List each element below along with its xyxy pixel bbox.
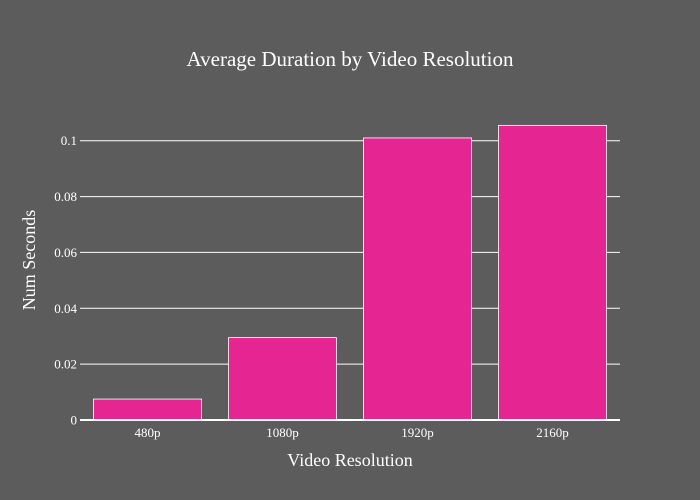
bar-1080p — [228, 337, 337, 421]
x-tick-label: 1080p — [266, 425, 299, 440]
x-tick-label: 2160p — [536, 425, 569, 440]
bar-480p — [93, 398, 202, 421]
x-tick-label: 480p — [135, 425, 161, 440]
y-tick-label: 0.08 — [54, 189, 77, 204]
bar-1920p — [363, 137, 472, 421]
y-tick-label: 0.04 — [54, 301, 77, 316]
bar-2160p — [498, 124, 607, 421]
x-axis-ticks: 480p 1080p 1920p 2160p — [135, 425, 569, 440]
y-tick-label: 0.06 — [54, 245, 77, 260]
y-tick-label: 0.02 — [54, 357, 77, 372]
y-axis-title: Num Seconds — [19, 210, 39, 311]
y-tick-label: 0 — [71, 413, 78, 428]
bar-layer — [80, 124, 620, 421]
x-tick-label: 1920p — [401, 425, 434, 440]
y-axis-ticks: 0 0.02 0.04 0.06 0.08 0.1 — [54, 133, 77, 427]
x-axis-title: Video Resolution — [287, 450, 412, 470]
y-tick-label: 0.1 — [61, 133, 77, 148]
chart-title: Average Duration by Video Resolution — [187, 47, 514, 71]
